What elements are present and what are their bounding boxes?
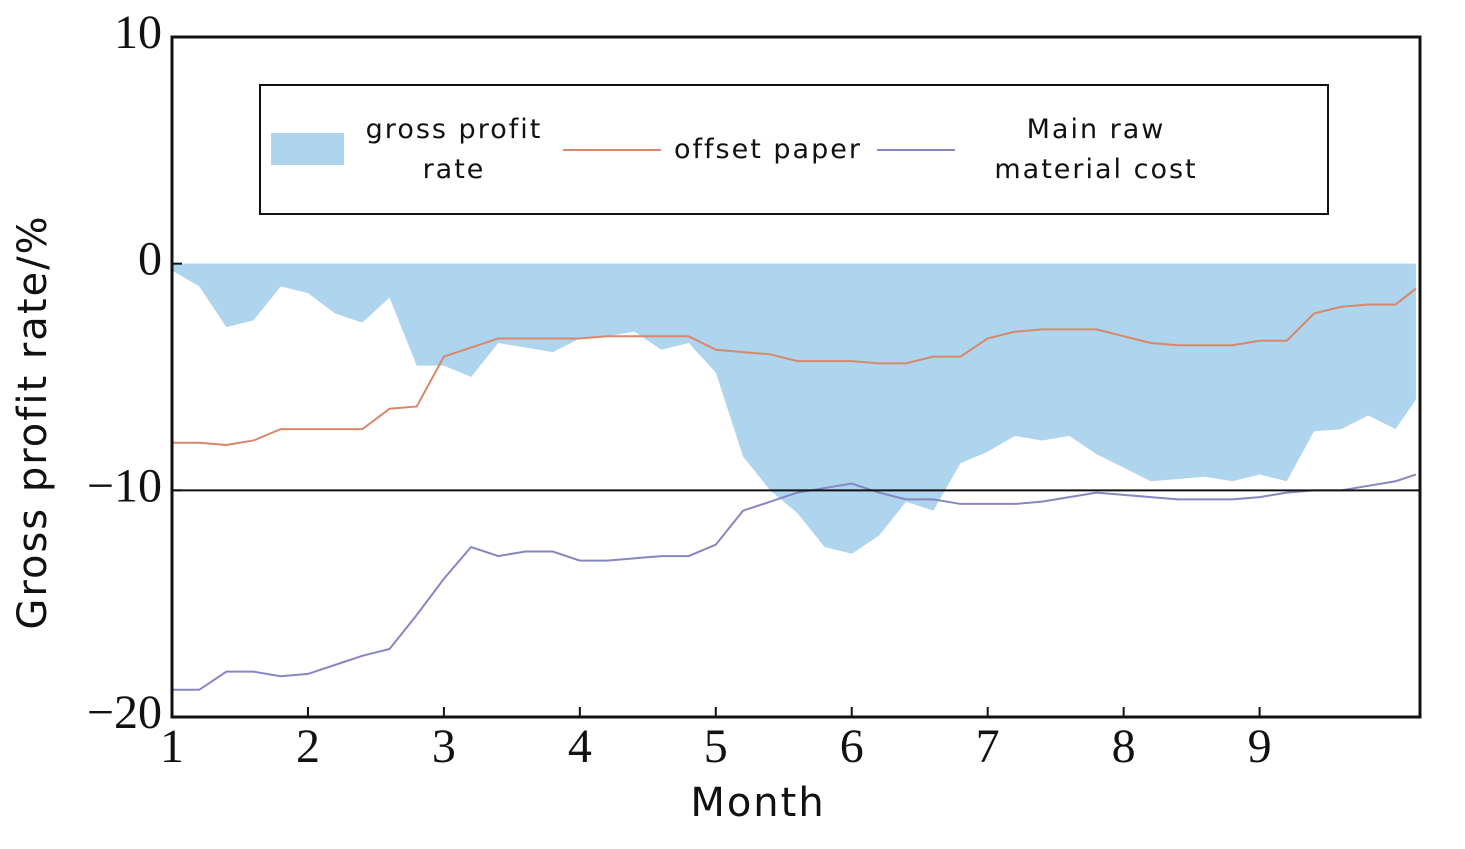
- legend-label: offset paper: [674, 134, 862, 165]
- x-tick-label: 6: [840, 720, 864, 773]
- x-tick-label: 9: [1248, 720, 1272, 773]
- line: [172, 473, 1417, 691]
- x-tick-label: 1: [160, 720, 184, 773]
- x-tick-label: 2: [296, 720, 320, 773]
- legend-label: Main raw material cost: [994, 114, 1198, 185]
- legend-swatch: [563, 149, 661, 151]
- y-tick-label: −10: [87, 459, 162, 512]
- plot-frame: [170, 35, 1422, 719]
- x-axis-label: Month: [690, 780, 825, 826]
- x-tick-label: 5: [704, 720, 728, 773]
- y-tick-label: 0: [138, 233, 162, 286]
- legend-swatch: [877, 149, 955, 151]
- x-tick-label: 4: [568, 720, 592, 773]
- x-tick-label: 8: [1112, 720, 1136, 773]
- legend-swatch: [271, 133, 344, 165]
- x-tick-label: 3: [432, 720, 456, 773]
- legend: gross profit rate offset paper Main raw ma…: [259, 84, 1329, 215]
- area: [172, 263, 1416, 554]
- legend-label: gross profit rate: [365, 114, 543, 185]
- y-tick-label: 10: [114, 6, 162, 59]
- y-axis-label: Gross profit rate/%: [10, 214, 56, 629]
- x-tick-label: 7: [976, 720, 1000, 773]
- y-tick-label: −20: [87, 686, 162, 739]
- line: [172, 287, 1417, 447]
